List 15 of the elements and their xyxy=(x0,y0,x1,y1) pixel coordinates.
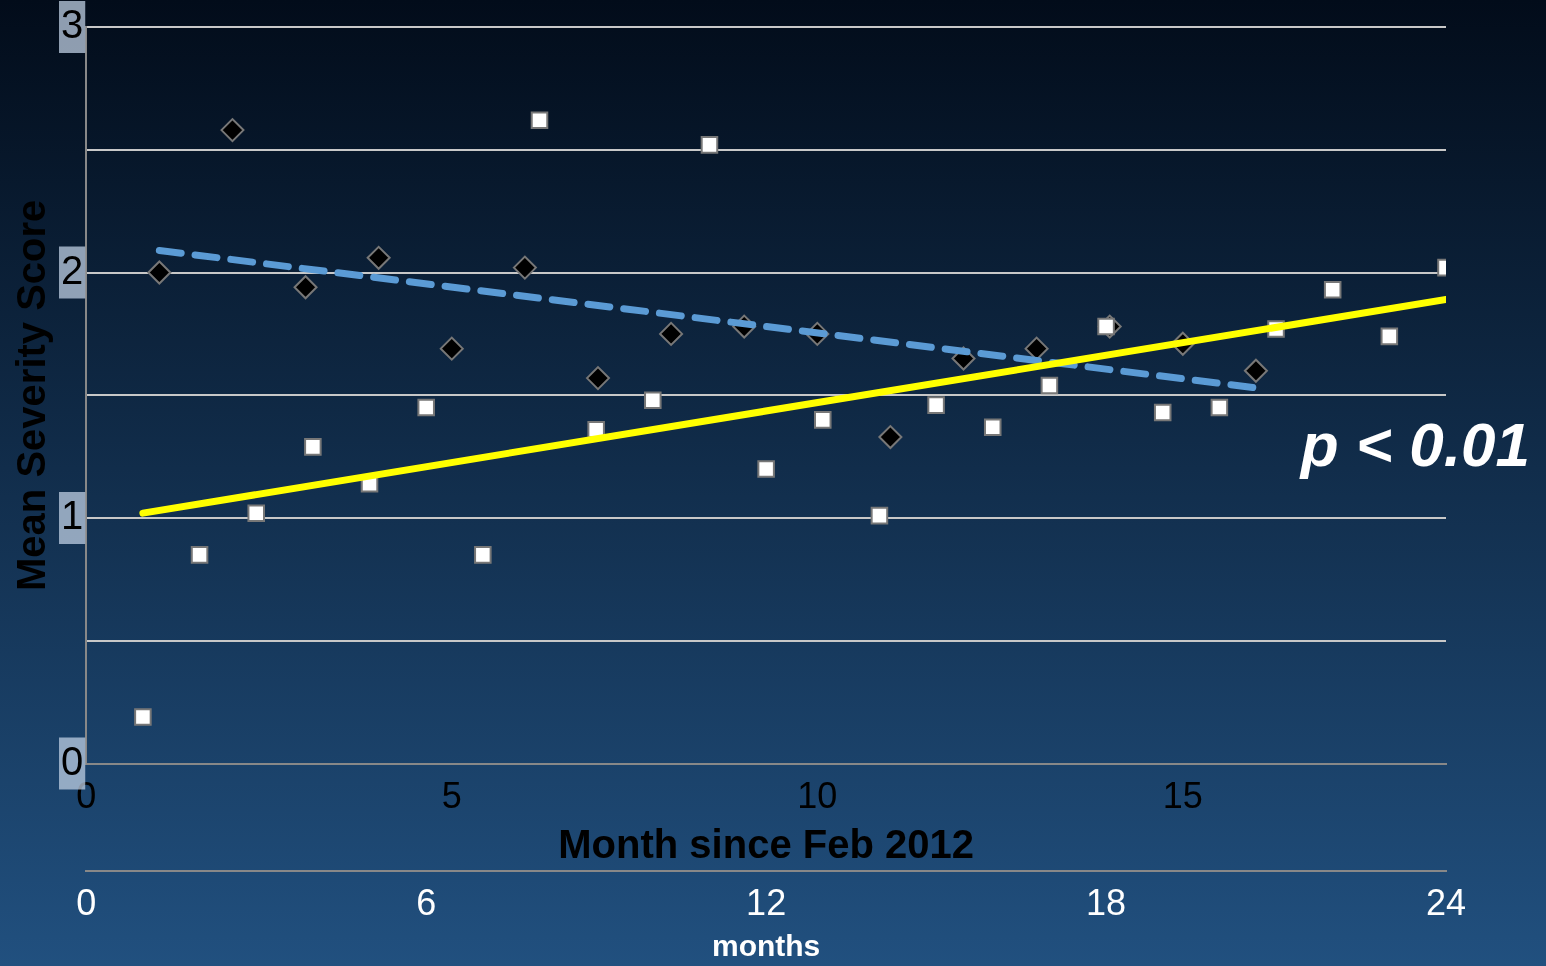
x2-tick-label: 24 xyxy=(1425,882,1467,924)
annotation: p < 0.01 xyxy=(1298,410,1530,480)
x2-tick-label: 6 xyxy=(416,882,437,924)
x2-axis-title: months xyxy=(711,929,821,963)
x-tick-label: 5 xyxy=(441,775,462,817)
x2-tick-label: 18 xyxy=(1086,882,1127,924)
x-tick-label: 10 xyxy=(797,775,838,817)
y-tick-label: 2 xyxy=(61,247,84,292)
y-tick-label: 0 xyxy=(61,738,84,783)
x2-tick-label: 12 xyxy=(746,882,787,924)
y-axis-title: Mean Severity Score xyxy=(9,199,54,591)
y-tick-label: 1 xyxy=(61,493,84,538)
y-tick-label: 3 xyxy=(61,2,84,47)
x-axis-title: Month since Feb 2012 xyxy=(558,821,974,866)
x-tick-label: 15 xyxy=(1162,775,1203,817)
